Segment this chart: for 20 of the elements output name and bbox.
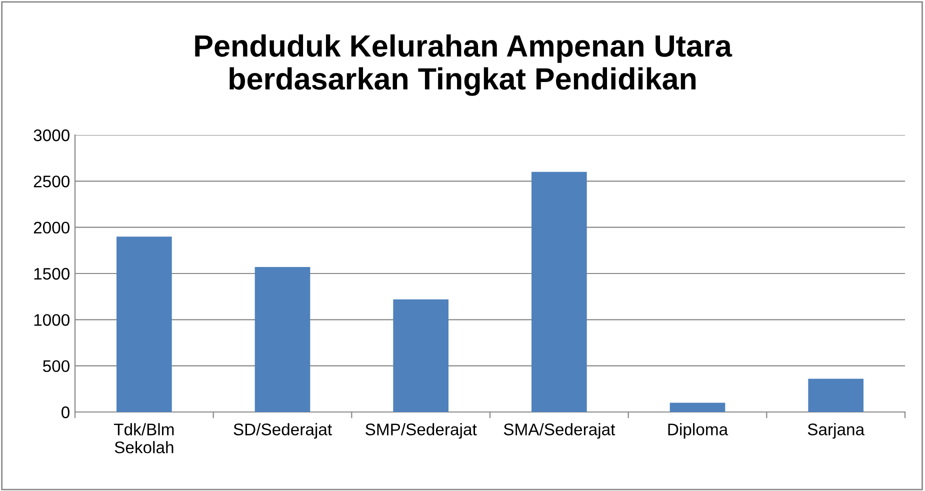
y-tick-label: 1500 [34, 268, 70, 280]
x-tick-label: Tdk/Blm Sekolah [114, 423, 174, 454]
bar [808, 378, 864, 412]
x-tick-label: SMP/Sederajat [366, 423, 477, 439]
y-tick-label: 2000 [34, 222, 70, 234]
bar [116, 236, 172, 412]
x-tick-label: SD/Sederajat [234, 423, 332, 439]
x-tick-label: Diploma [668, 423, 728, 439]
bar [670, 402, 726, 412]
x-tick-label: Sarjana [808, 423, 865, 439]
bar [532, 172, 587, 412]
y-tick-label: 3000 [34, 129, 70, 142]
y-tick-label: 1000 [34, 314, 70, 326]
y-tick-label: 2500 [34, 176, 70, 188]
bar [393, 299, 448, 412]
x-tick-label: SMA/Sederajat [504, 423, 616, 439]
y-tick-label: 500 [43, 360, 70, 372]
chart-title: Penduduk Kelurahan Ampenan Utara berdasarkan Tingkat Pendidikan [195, 34, 732, 96]
y-tick-label: 0 [62, 406, 70, 418]
bar [254, 267, 310, 412]
